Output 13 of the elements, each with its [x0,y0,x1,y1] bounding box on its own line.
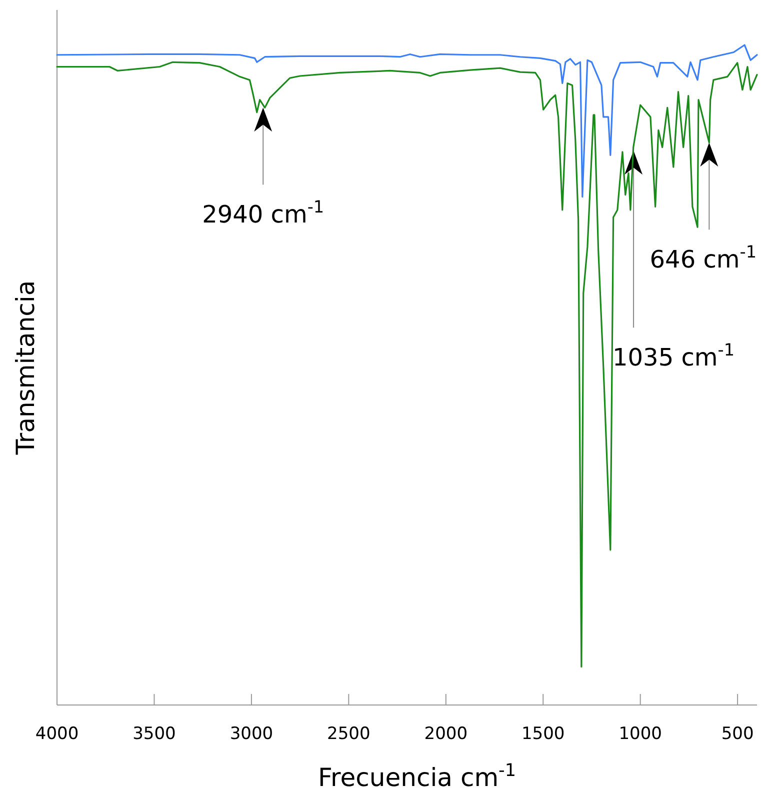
x-tick-label: 500 [721,724,754,744]
x-tick-label: 3500 [132,724,176,744]
annotation: 1035 cm$^{-1}$ [612,340,735,372]
x-tick-label: 2500 [327,724,370,744]
y-axis-title: Transmitancia [11,280,40,456]
x-tick-label: 1500 [521,724,565,744]
x-axis-title: Frecuencia cm$^{-1}$ [318,761,516,792]
x-tick-label: 1000 [618,724,662,744]
x-tick-label: 2000 [424,724,468,744]
annotation: 646 cm$^{-1}$ [650,242,757,274]
annotation: 2940 cm$^{-1}$ [202,196,324,229]
x-tick-label: 4000 [35,724,79,744]
x-tick-label: 3000 [230,724,274,744]
